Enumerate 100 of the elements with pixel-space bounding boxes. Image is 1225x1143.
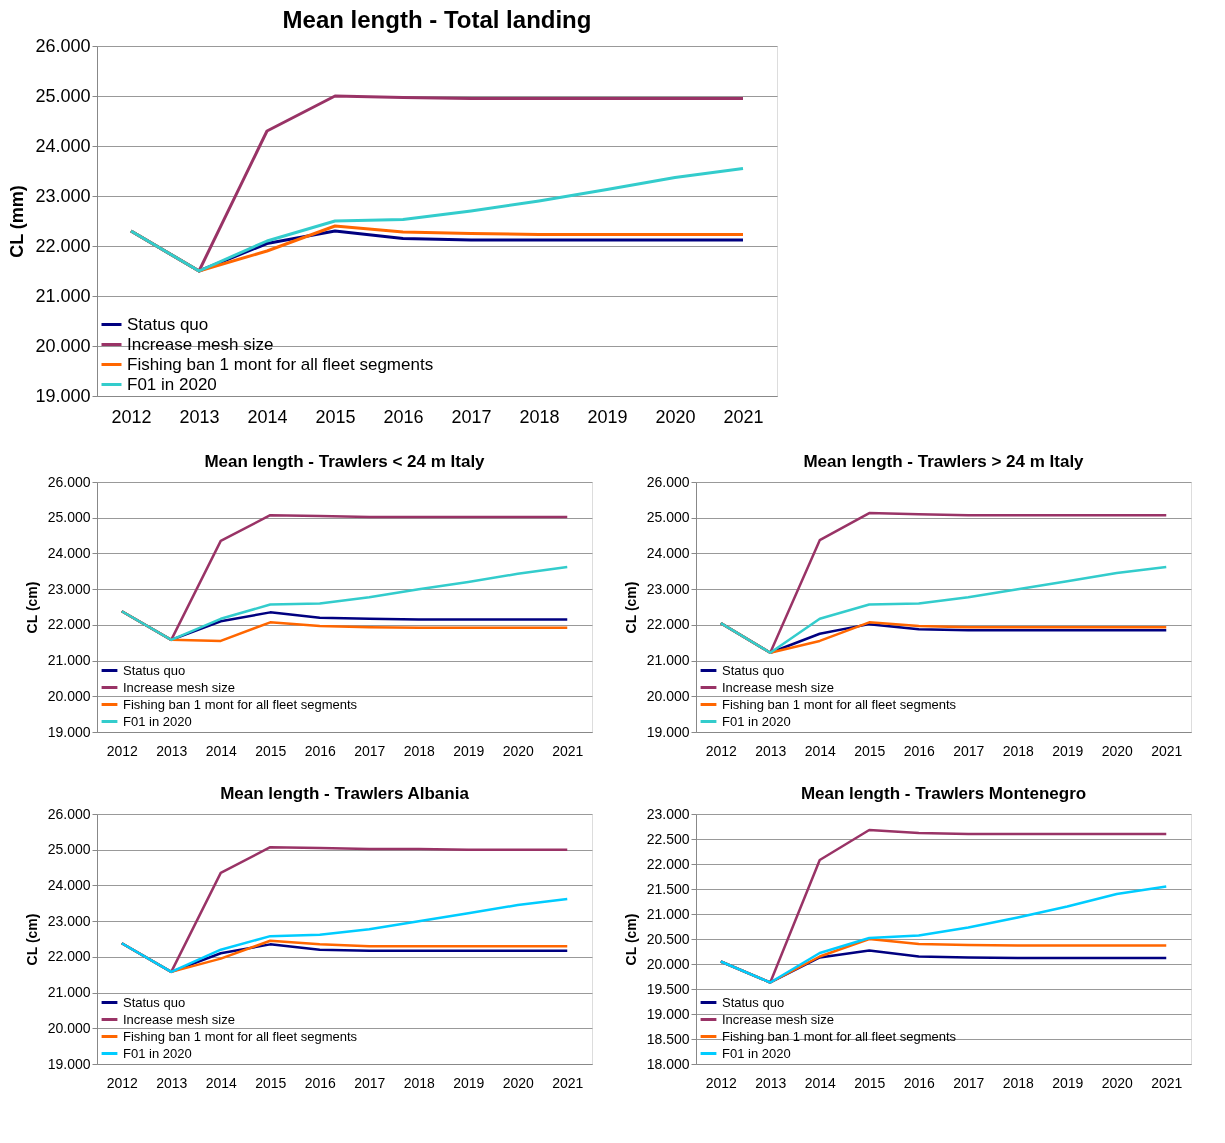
y-tick-label: 18.500	[646, 1030, 690, 1047]
x-tick-label: 2020	[502, 742, 535, 759]
x-tick-label: 2021	[552, 742, 584, 759]
x-tick-label: 2016	[383, 406, 424, 427]
x-tick-label: 2019	[453, 742, 485, 759]
x-tick-label: 2020	[502, 1074, 535, 1091]
y-tick-label: 20.000	[646, 687, 690, 704]
x-tick-label: 2018	[1002, 1074, 1035, 1091]
y-tick-label: 25.000	[47, 509, 91, 526]
y-tick-label: 24.000	[47, 544, 91, 561]
y-tick-label: 19.000	[35, 385, 91, 406]
legend-label: Increase mesh size	[722, 1011, 834, 1027]
y-tick-label: 20.000	[35, 335, 91, 356]
x-tick-label: 2017	[354, 742, 386, 759]
legend-label: Status quo	[127, 314, 209, 334]
chart-title: Mean length - Trawlers < 24 m Italy	[204, 452, 486, 471]
y-tick-label: 25.000	[35, 85, 91, 106]
x-tick-label: 2014	[205, 1074, 238, 1091]
legend-label: Increase mesh size	[127, 334, 274, 354]
y-tick-label: 24.000	[646, 544, 690, 561]
y-tick-label: 20.000	[47, 1019, 91, 1036]
x-tick-label: 2021	[723, 406, 764, 427]
x-tick-label: 2014	[804, 1074, 837, 1091]
x-tick-label: 2016	[903, 742, 936, 759]
x-tick-label: 2019	[453, 1074, 485, 1091]
legend-label: Status quo	[123, 662, 186, 678]
legend-label: Increase mesh size	[722, 679, 834, 695]
x-tick-label: 2012	[106, 1074, 139, 1091]
y-tick-label: 23.000	[646, 805, 690, 822]
x-tick-label: 2014	[247, 406, 288, 427]
legend-label: F01 in 2020	[722, 713, 791, 729]
y-tick-label: 19.000	[47, 1055, 91, 1072]
y-tick-label: 21.000	[646, 905, 690, 922]
x-tick-label: 2020	[1101, 1074, 1134, 1091]
legend-label: F01 in 2020	[722, 1045, 791, 1061]
legend-label: Increase mesh size	[123, 679, 235, 695]
chart-title: Mean length - Trawlers Albania	[220, 784, 470, 803]
y-tick-label: 22.000	[47, 616, 91, 633]
x-tick-label: 2017	[354, 1074, 386, 1091]
x-tick-label: 2013	[755, 742, 787, 759]
x-tick-label: 2015	[315, 406, 356, 427]
legend-label: F01 in 2020	[123, 1045, 192, 1061]
y-tick-label: 21.000	[646, 652, 690, 669]
y-tick-label: 21.000	[47, 652, 91, 669]
x-tick-label: 2014	[205, 742, 238, 759]
y-tick-label: 19.500	[646, 980, 690, 997]
legend-label: Fishing ban 1 mont for all fleet segments	[123, 1028, 358, 1044]
y-tick-label: 23.000	[646, 580, 690, 597]
x-tick-label: 2013	[156, 742, 188, 759]
y-tick-label: 26.000	[47, 805, 91, 822]
x-tick-label: 2017	[953, 1074, 985, 1091]
y-tick-label: 23.000	[35, 185, 91, 206]
x-tick-label: 2012	[705, 742, 738, 759]
y-tick-label: 20.000	[646, 955, 690, 972]
x-tick-label: 2015	[854, 1074, 886, 1091]
x-tick-label: 2013	[156, 1074, 188, 1091]
line-series	[129, 167, 745, 273]
y-axis-title: CL (cm)	[23, 913, 40, 966]
y-tick-label: 19.000	[47, 723, 91, 740]
y-tick-label: 26.000	[35, 35, 91, 56]
x-tick-label: 2018	[519, 406, 560, 427]
x-tick-label: 2014	[804, 742, 837, 759]
x-tick-label: 2012	[111, 406, 152, 427]
x-tick-label: 2019	[587, 406, 628, 427]
x-tick-label: 2020	[1101, 742, 1134, 759]
x-tick-label: 2015	[255, 742, 287, 759]
x-tick-label: 2017	[953, 742, 985, 759]
x-tick-label: 2016	[903, 1074, 936, 1091]
chart-title: Mean length - Trawlers Montenegro	[800, 784, 1087, 803]
y-tick-label: 24.000	[35, 135, 91, 156]
x-tick-label: 2018	[1002, 742, 1035, 759]
x-tick-label: 2018	[403, 1074, 436, 1091]
y-tick-label: 22.500	[646, 830, 690, 847]
y-tick-label: 22.000	[35, 235, 91, 256]
legend-label: F01 in 2020	[123, 713, 192, 729]
x-tick-label: 2013	[179, 406, 220, 427]
y-tick-label: 24.000	[47, 876, 91, 893]
y-tick-label: 21.000	[47, 984, 91, 1001]
y-tick-label: 23.000	[47, 912, 91, 929]
x-tick-label: 2019	[1052, 1074, 1084, 1091]
y-tick-label: 21.500	[646, 880, 690, 897]
y-tick-label: 22.000	[646, 616, 690, 633]
x-tick-label: 2013	[755, 1074, 787, 1091]
chart-title: Mean length - Trawlers > 24 m Italy	[803, 452, 1085, 471]
legend-label: F01 in 2020	[127, 374, 217, 394]
y-tick-label: 21.000	[35, 285, 91, 306]
x-tick-label: 2015	[854, 742, 886, 759]
y-tick-label: 22.000	[47, 948, 91, 965]
x-tick-label: 2017	[451, 406, 492, 427]
y-tick-label: 23.000	[47, 580, 91, 597]
legend-label: Fishing ban 1 mont for all fleet segments	[127, 354, 434, 374]
line-series	[120, 897, 569, 974]
y-tick-label: 19.000	[646, 723, 690, 740]
y-tick-label: 20.000	[47, 687, 91, 704]
y-tick-label: 26.000	[47, 473, 91, 490]
x-tick-label: 2015	[255, 1074, 287, 1091]
legend-label: Fishing ban 1 mont for all fleet segments	[722, 1028, 957, 1044]
y-axis-title: CL (cm)	[23, 581, 40, 634]
line-series	[719, 565, 1168, 654]
x-tick-label: 2018	[403, 742, 436, 759]
